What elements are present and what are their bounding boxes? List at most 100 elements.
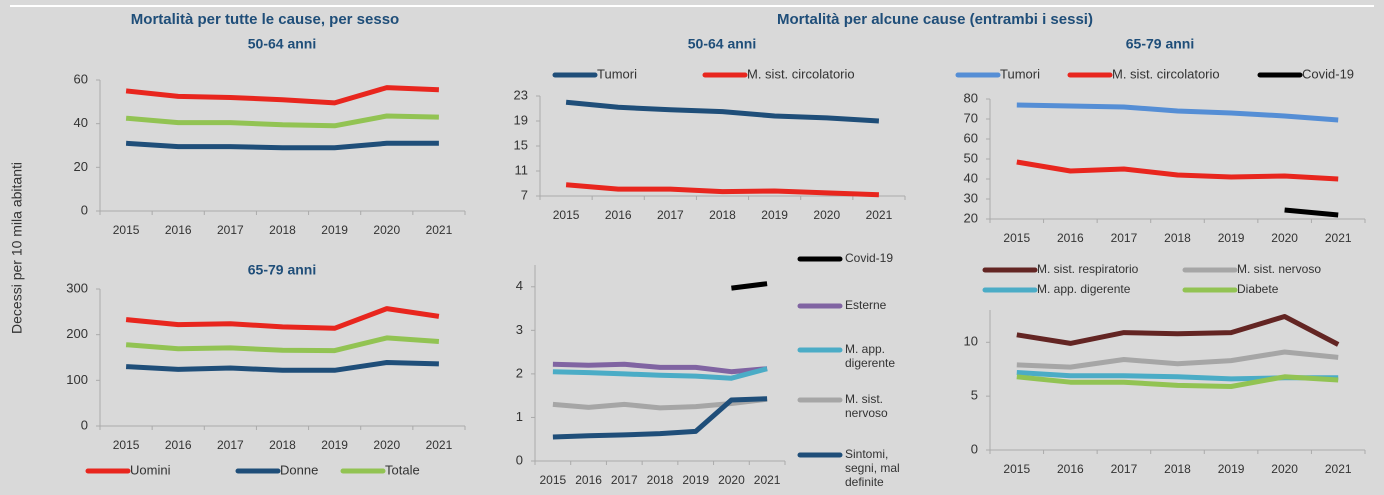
- x-tick-label: 2016: [605, 208, 632, 222]
- y-tick-label: 200: [66, 326, 88, 341]
- legend-label: Tumori: [597, 66, 637, 81]
- y-tick-label: 60: [964, 130, 978, 145]
- y-tick-label: 20: [964, 210, 978, 225]
- x-tick-label: 2017: [1111, 462, 1138, 476]
- x-tick-label: 2018: [709, 208, 736, 222]
- x-tick-label: 2015: [1003, 231, 1030, 245]
- legend-label: M. sist. nervoso: [1237, 262, 1321, 276]
- legend-label: M. app. digerente: [1037, 282, 1131, 296]
- x-tick-label: 2015: [553, 208, 580, 222]
- x-tick-label: 2015: [113, 438, 140, 452]
- series-line: [731, 281, 768, 291]
- x-tick-label: 2019: [1218, 231, 1245, 245]
- chart-title: 50-64 anni: [688, 36, 756, 52]
- series-line: [552, 366, 768, 381]
- y-tick-label: 0: [971, 441, 978, 456]
- series-line: [565, 182, 879, 198]
- legend-label: M. sist. respiratorio: [1037, 262, 1139, 276]
- legend-label-box: Esterne: [845, 298, 887, 312]
- y-tick-label: 0: [81, 417, 88, 432]
- series-line: [552, 396, 768, 440]
- y-tick-label: 19: [514, 112, 528, 127]
- y-tick-label: 2: [516, 365, 523, 380]
- legend-label-box: Covid-19: [845, 251, 894, 265]
- chart-title: 50-64 anni: [248, 36, 316, 52]
- legend-label: M. sist. circolatorio: [1112, 66, 1220, 81]
- x-tick-label: 2018: [647, 473, 674, 487]
- y-tick-label: 7: [521, 187, 528, 202]
- y-tick-label: 70: [964, 110, 978, 125]
- y-tick-label: 11: [515, 162, 529, 177]
- section-title: Mortalità per alcune cause (entrambi i s…: [777, 11, 1093, 28]
- y-tick-label: 100: [66, 372, 88, 387]
- x-tick-label: 2017: [217, 223, 244, 237]
- x-tick-label: 2021: [426, 438, 453, 452]
- x-tick-label: 2016: [165, 223, 192, 237]
- series-line: [125, 306, 440, 331]
- chart-title: 65-79 anni: [1126, 36, 1194, 52]
- legend-label-box: M. sist. nervoso: [845, 392, 888, 420]
- x-tick-label: 2019: [321, 438, 348, 452]
- x-tick-label: 2017: [611, 473, 638, 487]
- y-tick-label: 4: [516, 278, 523, 293]
- chart-title: 65-79 anni: [248, 262, 316, 278]
- x-tick-label: 2016: [575, 473, 602, 487]
- x-tick-label: 2020: [718, 473, 745, 487]
- x-tick-label: 2018: [269, 438, 296, 452]
- legend-label-box: Sintomi, segni, mal definite: [845, 447, 900, 489]
- x-tick-label: 2018: [1164, 231, 1191, 245]
- series-line: [125, 140, 439, 151]
- y-axis-label: Decessi per 10 mila abitanti: [9, 162, 25, 334]
- y-tick-label: 60: [74, 71, 88, 86]
- x-tick-label: 2021: [754, 473, 781, 487]
- legend-label: Esterne: [845, 298, 887, 312]
- series-line: [125, 113, 439, 129]
- section-title: Mortalità per tutte le cause, per sesso: [131, 11, 399, 28]
- x-tick-label: 2016: [165, 438, 192, 452]
- series-line: [565, 99, 880, 124]
- y-tick-label: 1: [516, 409, 523, 424]
- x-tick-label: 2020: [813, 208, 840, 222]
- x-tick-label: 2019: [1218, 462, 1245, 476]
- x-tick-label: 2016: [1057, 231, 1084, 245]
- series-line: [1016, 314, 1340, 347]
- series-line: [125, 335, 440, 354]
- x-tick-label: 2019: [321, 223, 348, 237]
- y-tick-label: 50: [964, 150, 978, 165]
- x-tick-label: 2018: [269, 223, 296, 237]
- x-tick-label: 2015: [113, 223, 140, 237]
- legend-label: M. app. digerente: [845, 342, 896, 370]
- x-tick-label: 2020: [1271, 231, 1298, 245]
- series-line: [1284, 207, 1339, 218]
- x-tick-label: 2021: [866, 208, 893, 222]
- y-tick-label: 3: [516, 322, 523, 337]
- y-tick-label: 40: [74, 115, 88, 130]
- legend-label-box: M. app. digerente: [845, 342, 896, 370]
- x-tick-label: 2017: [217, 438, 244, 452]
- legend-label: Donne: [280, 462, 318, 477]
- y-tick-label: 40: [964, 170, 978, 185]
- legend-label: M. sist. nervoso: [845, 392, 888, 420]
- y-tick-label: 0: [516, 452, 523, 467]
- legend-label: Sintomi, segni, mal definite: [845, 447, 900, 489]
- y-tick-label: 20: [74, 159, 88, 174]
- y-tick-label: 15: [514, 137, 528, 152]
- legend-label: Covid-19: [845, 251, 894, 265]
- series-line: [125, 360, 439, 373]
- x-tick-label: 2021: [426, 223, 453, 237]
- series-line: [125, 85, 440, 106]
- x-tick-label: 2015: [1003, 462, 1030, 476]
- x-tick-label: 2019: [761, 208, 788, 222]
- legend-label: Totale: [385, 462, 420, 477]
- x-tick-label: 2019: [682, 473, 709, 487]
- legend-label: Tumori: [1000, 66, 1040, 81]
- y-tick-label: 30: [964, 190, 978, 205]
- y-tick-label: 0: [81, 202, 88, 217]
- x-tick-label: 2016: [1057, 462, 1084, 476]
- series-line: [1016, 374, 1339, 389]
- series-line: [1016, 159, 1339, 182]
- x-tick-label: 2020: [373, 223, 400, 237]
- x-tick-label: 2020: [1271, 462, 1298, 476]
